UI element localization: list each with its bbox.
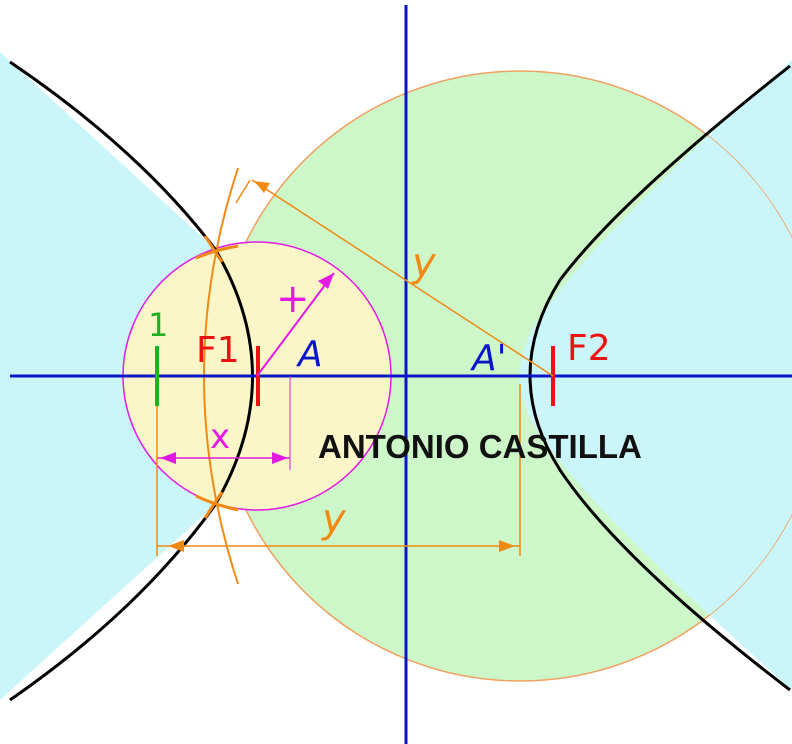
label-a-prime: A' xyxy=(470,338,507,379)
label-x-top: + xyxy=(276,276,310,322)
y-dim-arrow-right xyxy=(499,540,515,552)
label-one: 1 xyxy=(148,306,168,344)
radius-x-arrowhead xyxy=(318,273,334,289)
author-credit: ANTONIO CASTILLA xyxy=(318,428,642,465)
y-radius-arrow xyxy=(254,181,270,193)
label-f1: F1 xyxy=(196,330,240,371)
label-y-top: y xyxy=(411,240,437,286)
y-radius-ext xyxy=(235,179,251,204)
label-f2: F2 xyxy=(567,328,611,369)
intersection-mark-top xyxy=(195,235,239,263)
radius-x-line xyxy=(256,272,335,377)
x-dim-arrow-left xyxy=(160,452,176,464)
y-radius-line xyxy=(251,179,554,377)
label-x-bottom: x xyxy=(210,417,230,457)
intersection-mark-bottom xyxy=(195,491,239,519)
x-dim-arrow-right xyxy=(272,452,288,464)
y-dim-arrow-left xyxy=(168,540,184,552)
label-a: A xyxy=(296,334,323,375)
label-y-bottom: y xyxy=(321,496,347,542)
